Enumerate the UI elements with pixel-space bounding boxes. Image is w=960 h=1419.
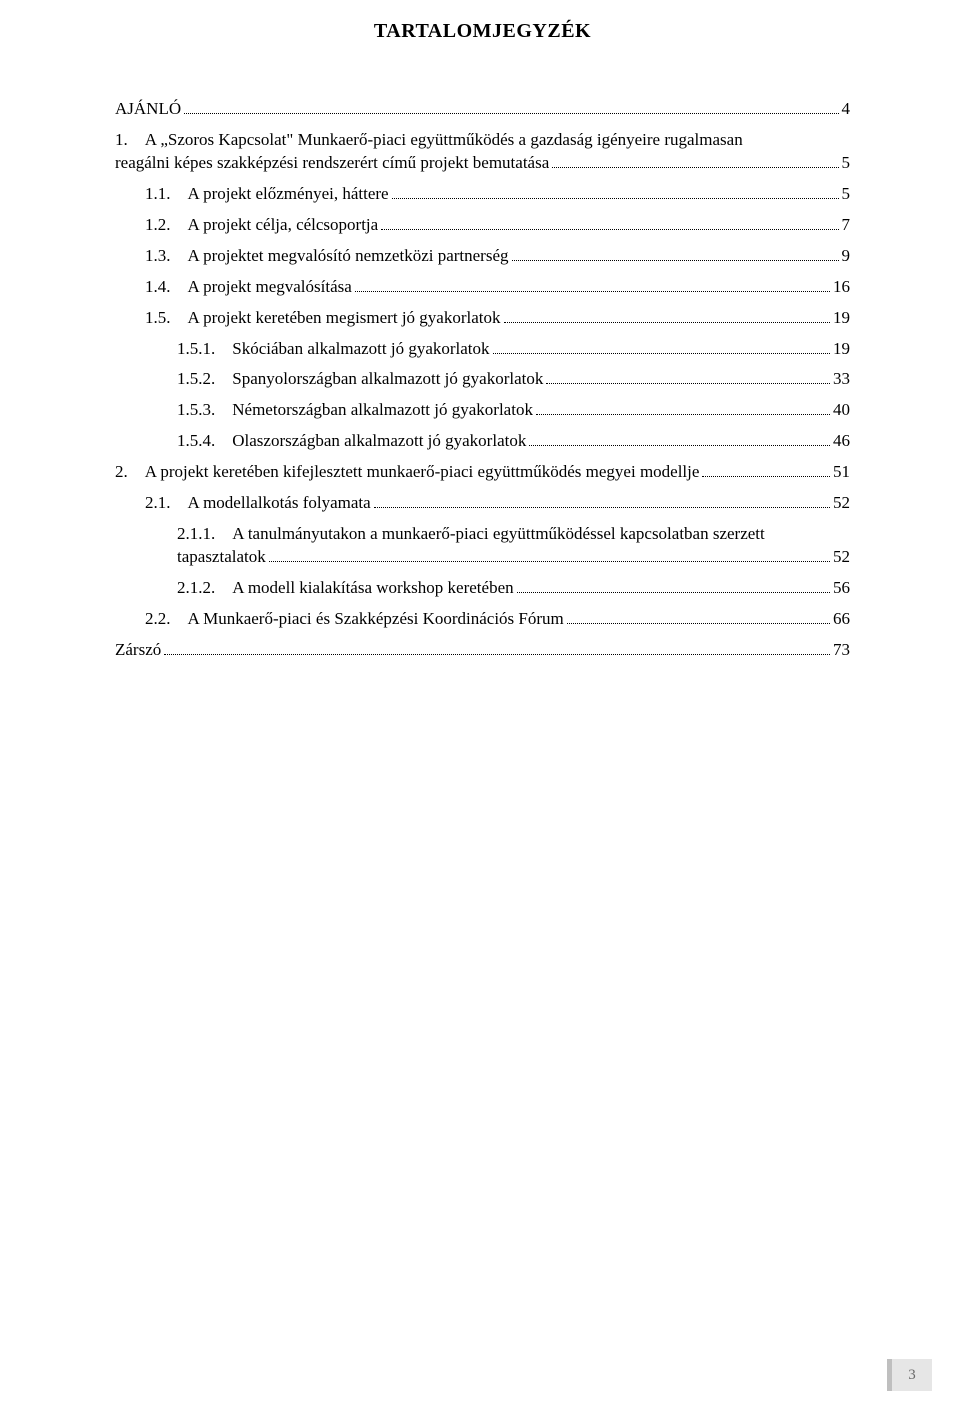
toc-leader-dots	[164, 640, 830, 655]
toc-leader-dots	[493, 339, 830, 354]
toc-entry-lead: 2.1.1. A tanulmányutakon a munkaerő-piac…	[177, 523, 850, 546]
toc-entry-page: 9	[842, 245, 851, 268]
toc-entry-page: 5	[842, 152, 851, 175]
toc-entry-label: Olaszországban alkalmazott jó gyakorlato…	[232, 430, 526, 453]
page-number: 3	[908, 1367, 916, 1384]
page-number-badge: 3	[887, 1359, 932, 1391]
toc-entry-page: 5	[842, 183, 851, 206]
toc-entry: 1.5.2. Spanyolországban alkalmazott jó g…	[177, 368, 850, 391]
toc-leader-dots	[355, 277, 830, 292]
toc-entry: 1.3. A projektet megvalósító nemzetközi …	[145, 245, 850, 268]
toc-entry-page: 52	[833, 492, 850, 515]
toc-entry-label: A projektet megvalósító nemzetközi partn…	[188, 245, 509, 268]
toc-entry-label: tapasztalatok	[177, 546, 266, 569]
toc-entry-number: 1.5.3.	[177, 399, 232, 422]
toc-leader-dots	[552, 153, 838, 168]
toc-leader-dots	[536, 401, 830, 416]
toc-entry-label: A modellalkotás folyamata	[188, 492, 371, 515]
toc-leader-dots	[504, 308, 831, 323]
toc-leader-dots	[392, 184, 839, 199]
toc-entry-number: 2.	[115, 461, 145, 484]
toc-entry-number: 2.1.	[145, 492, 188, 515]
toc-entry-page: 46	[833, 430, 850, 453]
toc-entry-page: 40	[833, 399, 850, 422]
toc-entry-number: 1.4.	[145, 276, 188, 299]
toc-entry-number: 1.1.	[145, 183, 188, 206]
toc-entry: 2.1.2. A modell kialakítása workshop ker…	[177, 577, 850, 600]
toc-entry-label: AJÁNLÓ	[115, 98, 181, 121]
toc-entry: AJÁNLÓ 4	[115, 98, 850, 121]
toc-container: AJÁNLÓ 4 1. A „Szoros Kapcsolat" Munkaerő…	[115, 98, 850, 662]
toc-entry-label: A Munkaerő-piaci és Szakképzési Koordiná…	[188, 608, 564, 631]
toc-entry-label: Spanyolországban alkalmazott jó gyakorla…	[232, 368, 543, 391]
toc-leader-dots	[184, 99, 838, 114]
toc-entry: 2.1. A modellalkotás folyamata 52	[145, 492, 850, 515]
toc-entry-page: 73	[833, 639, 850, 662]
toc-entry-label: A projekt keretében kifejlesztett munkae…	[145, 461, 700, 484]
toc-entry-tail: tapasztalatok 52	[177, 546, 850, 569]
toc-entry: 2.2. A Munkaerő-piaci és Szakképzési Koo…	[145, 608, 850, 631]
toc-entry-number: 2.1.2.	[177, 577, 232, 600]
toc-entry-page: 7	[842, 214, 851, 237]
toc-entry-page: 33	[833, 368, 850, 391]
toc-entry-label: A projekt előzményei, háttere	[188, 183, 389, 206]
toc-leader-dots	[529, 432, 830, 447]
toc-entry: 2. A projekt keretében kifejlesztett mun…	[115, 461, 850, 484]
toc-entry-number: 2.2.	[145, 608, 188, 631]
toc-entry-label: A projekt célja, célcsoportja	[188, 214, 379, 237]
toc-entry-page: 66	[833, 608, 850, 631]
toc-entry: 1.5. A projekt keretében megismert jó gy…	[145, 307, 850, 330]
toc-entry: 1.1. A projekt előzményei, háttere 5	[145, 183, 850, 206]
toc-entry: 1.5.1. Skóciában alkalmazott jó gyakorla…	[177, 338, 850, 361]
toc-entry-label: A projekt keretében megismert jó gyakorl…	[188, 307, 501, 330]
toc-entry-number: 1.5.	[145, 307, 188, 330]
toc-entry-page: 52	[833, 546, 850, 569]
toc-entry-label: Németországban alkalmazott jó gyakorlato…	[232, 399, 533, 422]
toc-entry-page: 16	[833, 276, 850, 299]
toc-entry: 2.1.1. A tanulmányutakon a munkaerő-piac…	[177, 523, 850, 569]
toc-entry: 1. A „Szoros Kapcsolat" Munkaerő-piaci e…	[115, 129, 850, 175]
toc-entry: 1.4. A projekt megvalósítása 16	[145, 276, 850, 299]
toc-entry-page: 19	[833, 338, 850, 361]
toc-entry-number: 1.5.2.	[177, 368, 232, 391]
toc-entry-page: 56	[833, 577, 850, 600]
toc-entry-label: Zárszó	[115, 639, 161, 662]
page-title: TARTALOMJEGYZÉK	[115, 20, 850, 43]
toc-entry-number: 1.5.4.	[177, 430, 232, 453]
toc-entry-label: Skóciában alkalmazott jó gyakorlatok	[232, 338, 489, 361]
toc-entry: 1.2. A projekt célja, célcsoportja 7	[145, 214, 850, 237]
toc-leader-dots	[381, 215, 838, 230]
toc-leader-dots	[374, 494, 830, 509]
toc-entry-page: 4	[842, 98, 851, 121]
toc-entry-label: reagálni képes szakképzési rendszerért c…	[115, 152, 549, 175]
toc-entry-tail: reagálni képes szakképzési rendszerért c…	[115, 152, 850, 175]
toc-entry-number: 1.3.	[145, 245, 188, 268]
toc-leader-dots	[546, 370, 830, 385]
toc-entry-page: 51	[833, 461, 850, 484]
toc-entry-number: 1.2.	[145, 214, 188, 237]
document-page: TARTALOMJEGYZÉK AJÁNLÓ 4 1. A „Szoros Kap…	[0, 0, 960, 1419]
toc-entry-label: A modell kialakítása workshop keretében	[232, 577, 513, 600]
toc-entry-page: 19	[833, 307, 850, 330]
toc-leader-dots	[567, 609, 830, 624]
toc-entry-number: 1.5.1.	[177, 338, 232, 361]
toc-leader-dots	[512, 246, 839, 261]
toc-leader-dots	[702, 463, 830, 478]
toc-entry-lead: 1. A „Szoros Kapcsolat" Munkaerő-piaci e…	[115, 129, 850, 152]
toc-entry: 1.5.4. Olaszországban alkalmazott jó gya…	[177, 430, 850, 453]
toc-leader-dots	[269, 547, 830, 562]
toc-entry: 1.5.3. Németországban alkalmazott jó gya…	[177, 399, 850, 422]
toc-entry-label: A projekt megvalósítása	[188, 276, 352, 299]
toc-leader-dots	[517, 578, 830, 593]
toc-entry: Zárszó 73	[115, 639, 850, 662]
